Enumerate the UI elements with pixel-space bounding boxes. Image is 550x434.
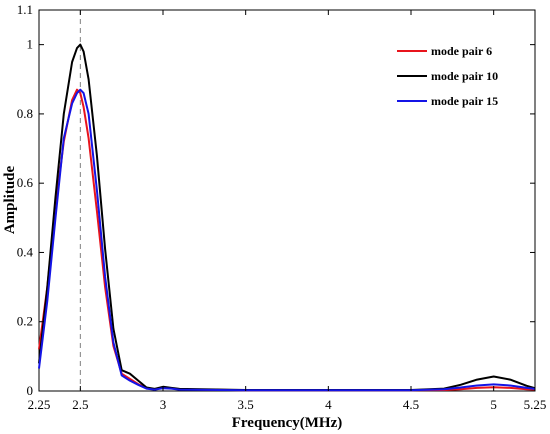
y-tick-label: 0.8 [17, 106, 33, 121]
y-tick-label: 0.2 [17, 314, 33, 329]
x-tick: 5.25 [524, 10, 547, 412]
x-tick: 3.5 [238, 10, 254, 412]
x-tick: 4.5 [403, 10, 419, 412]
y-tick-label: 1.1 [17, 2, 33, 17]
series-line-1 [38, 43, 536, 391]
y-tick: 0.8 [17, 106, 535, 121]
x-tick-label: 5 [490, 397, 497, 412]
x-tick-label: 3 [160, 397, 167, 412]
y-axis-ticks: 0 0.2 0.4 0.6 0.8 1 1.1 [17, 2, 535, 398]
x-tick: 4 [325, 10, 332, 412]
x-tick-label: 4.5 [403, 397, 419, 412]
x-tick-label: 4 [325, 397, 332, 412]
x-axis-label: Frequency(MHz) [232, 415, 343, 431]
y-axis-label: Amplitude [2, 165, 18, 234]
x-tick: 2.25 [28, 10, 51, 412]
legend: mode pair 6 mode pair 10 mode pair 15 [397, 44, 498, 108]
plot-area [38, 9, 536, 392]
x-tick-label: 3.5 [238, 397, 254, 412]
y-tick-label: 0 [27, 383, 34, 398]
x-tick-label: 2.25 [28, 397, 51, 412]
legend-entry: mode pair 6 [397, 44, 492, 58]
legend-label: mode pair 15 [431, 94, 498, 108]
x-tick: 2.5 [72, 10, 88, 412]
y-tick: 1 [27, 37, 535, 52]
x-tick: 5 [490, 10, 497, 412]
y-tick: 0 [27, 383, 535, 398]
series-line-2 [38, 88, 536, 392]
x-tick-label: 5.25 [524, 397, 547, 412]
x-tick: 3 [160, 10, 167, 412]
series-layer [38, 43, 536, 392]
legend-entry: mode pair 10 [397, 69, 498, 83]
y-tick: 0.2 [17, 314, 535, 329]
y-tick-label: 1 [27, 37, 34, 52]
y-tick-label: 0.4 [17, 244, 34, 259]
legend-label: mode pair 10 [431, 69, 498, 83]
y-tick: 1.1 [17, 2, 535, 17]
y-tick-label: 0.6 [17, 175, 34, 190]
x-axis-ticks: 2.25 2.5 3 3.5 4 4.5 5 5.25 [28, 10, 547, 412]
y-tick: 0.6 [17, 175, 535, 190]
x-tick-label: 2.5 [72, 397, 88, 412]
y-tick: 0.4 [17, 244, 535, 259]
legend-label: mode pair 6 [431, 44, 492, 58]
legend-entry: mode pair 15 [397, 94, 498, 108]
